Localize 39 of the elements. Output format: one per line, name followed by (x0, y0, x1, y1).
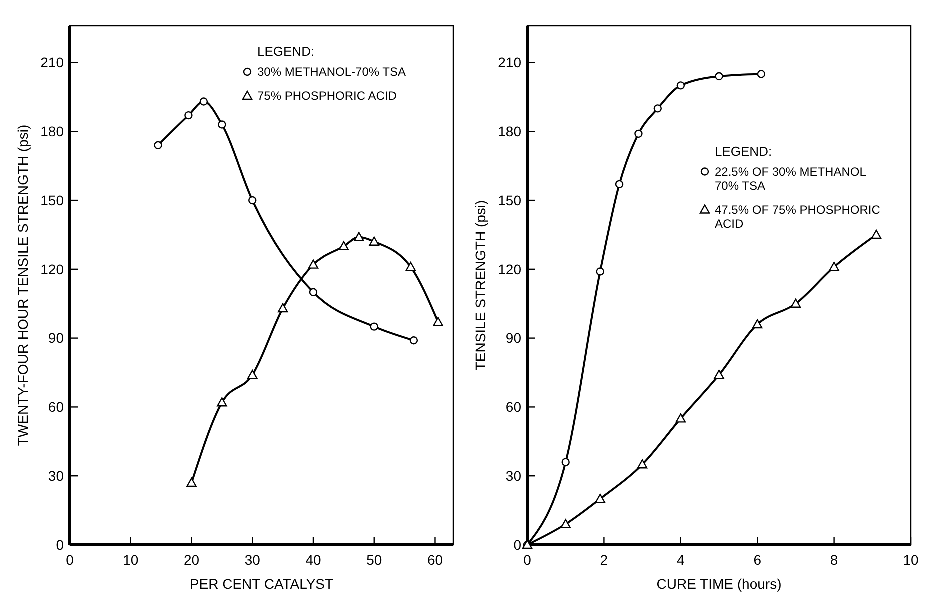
y-tick-label: 30 (506, 468, 522, 484)
y-tick-label: 180 (498, 124, 522, 140)
x-tick-label: 40 (306, 552, 322, 568)
x-axis-title: PER CENT CATALYST (190, 576, 334, 592)
x-tick-label: 6 (754, 552, 762, 568)
legend-title: LEGEND: (715, 144, 772, 159)
y-tick-label: 210 (498, 54, 522, 71)
x-tick-label: 60 (427, 552, 444, 568)
x-tick-label: 20 (184, 552, 200, 568)
y-tick-label: 60 (506, 399, 522, 416)
legend-label: 22.5% OF 30% METHANOL 70% TSA (715, 164, 867, 193)
y-tick-label: 0 (514, 536, 522, 553)
x-tick-label: 0 (66, 552, 74, 568)
x-tick-label: 2 (600, 552, 608, 568)
y-tick-label: 120 (40, 261, 64, 278)
x-tick-label: 8 (830, 552, 838, 568)
x-tick-label: 10 (123, 552, 139, 568)
legend-label: 30% METHANOL-70% TSA (258, 65, 406, 79)
legend-title: LEGEND: (258, 44, 315, 59)
y-tick-label: 60 (48, 399, 64, 416)
y-axis-title: TWENTY-FOUR HOUR TENSILE STRENGTH (psi) (15, 124, 31, 446)
x-tick-label: 50 (366, 552, 382, 568)
x-axis-title: CURE TIME (hours) (656, 576, 782, 592)
y-tick-label: 150 (498, 192, 522, 208)
y-tick-label: 30 (48, 468, 64, 484)
legend-label: 47.5% OF 75% PHOSPHORIC ACID (715, 202, 881, 231)
legend-label: 75% PHOSPHORIC ACID (258, 89, 398, 103)
y-tick-label: 90 (506, 330, 522, 346)
y-tick-label: 0 (56, 536, 64, 553)
y-tick-label: 120 (498, 261, 522, 278)
y-axis-title: TENSILE STRENGTH (psi) (472, 200, 488, 371)
y-tick-label: 90 (48, 330, 64, 346)
y-tick-label: 210 (40, 54, 64, 71)
x-tick-label: 0 (524, 552, 532, 568)
x-tick-label: 10 (903, 552, 919, 568)
y-tick-label: 180 (40, 124, 64, 140)
x-tick-label: 4 (677, 552, 685, 568)
x-tick-label: 30 (244, 552, 261, 568)
y-tick-label: 150 (40, 192, 64, 208)
